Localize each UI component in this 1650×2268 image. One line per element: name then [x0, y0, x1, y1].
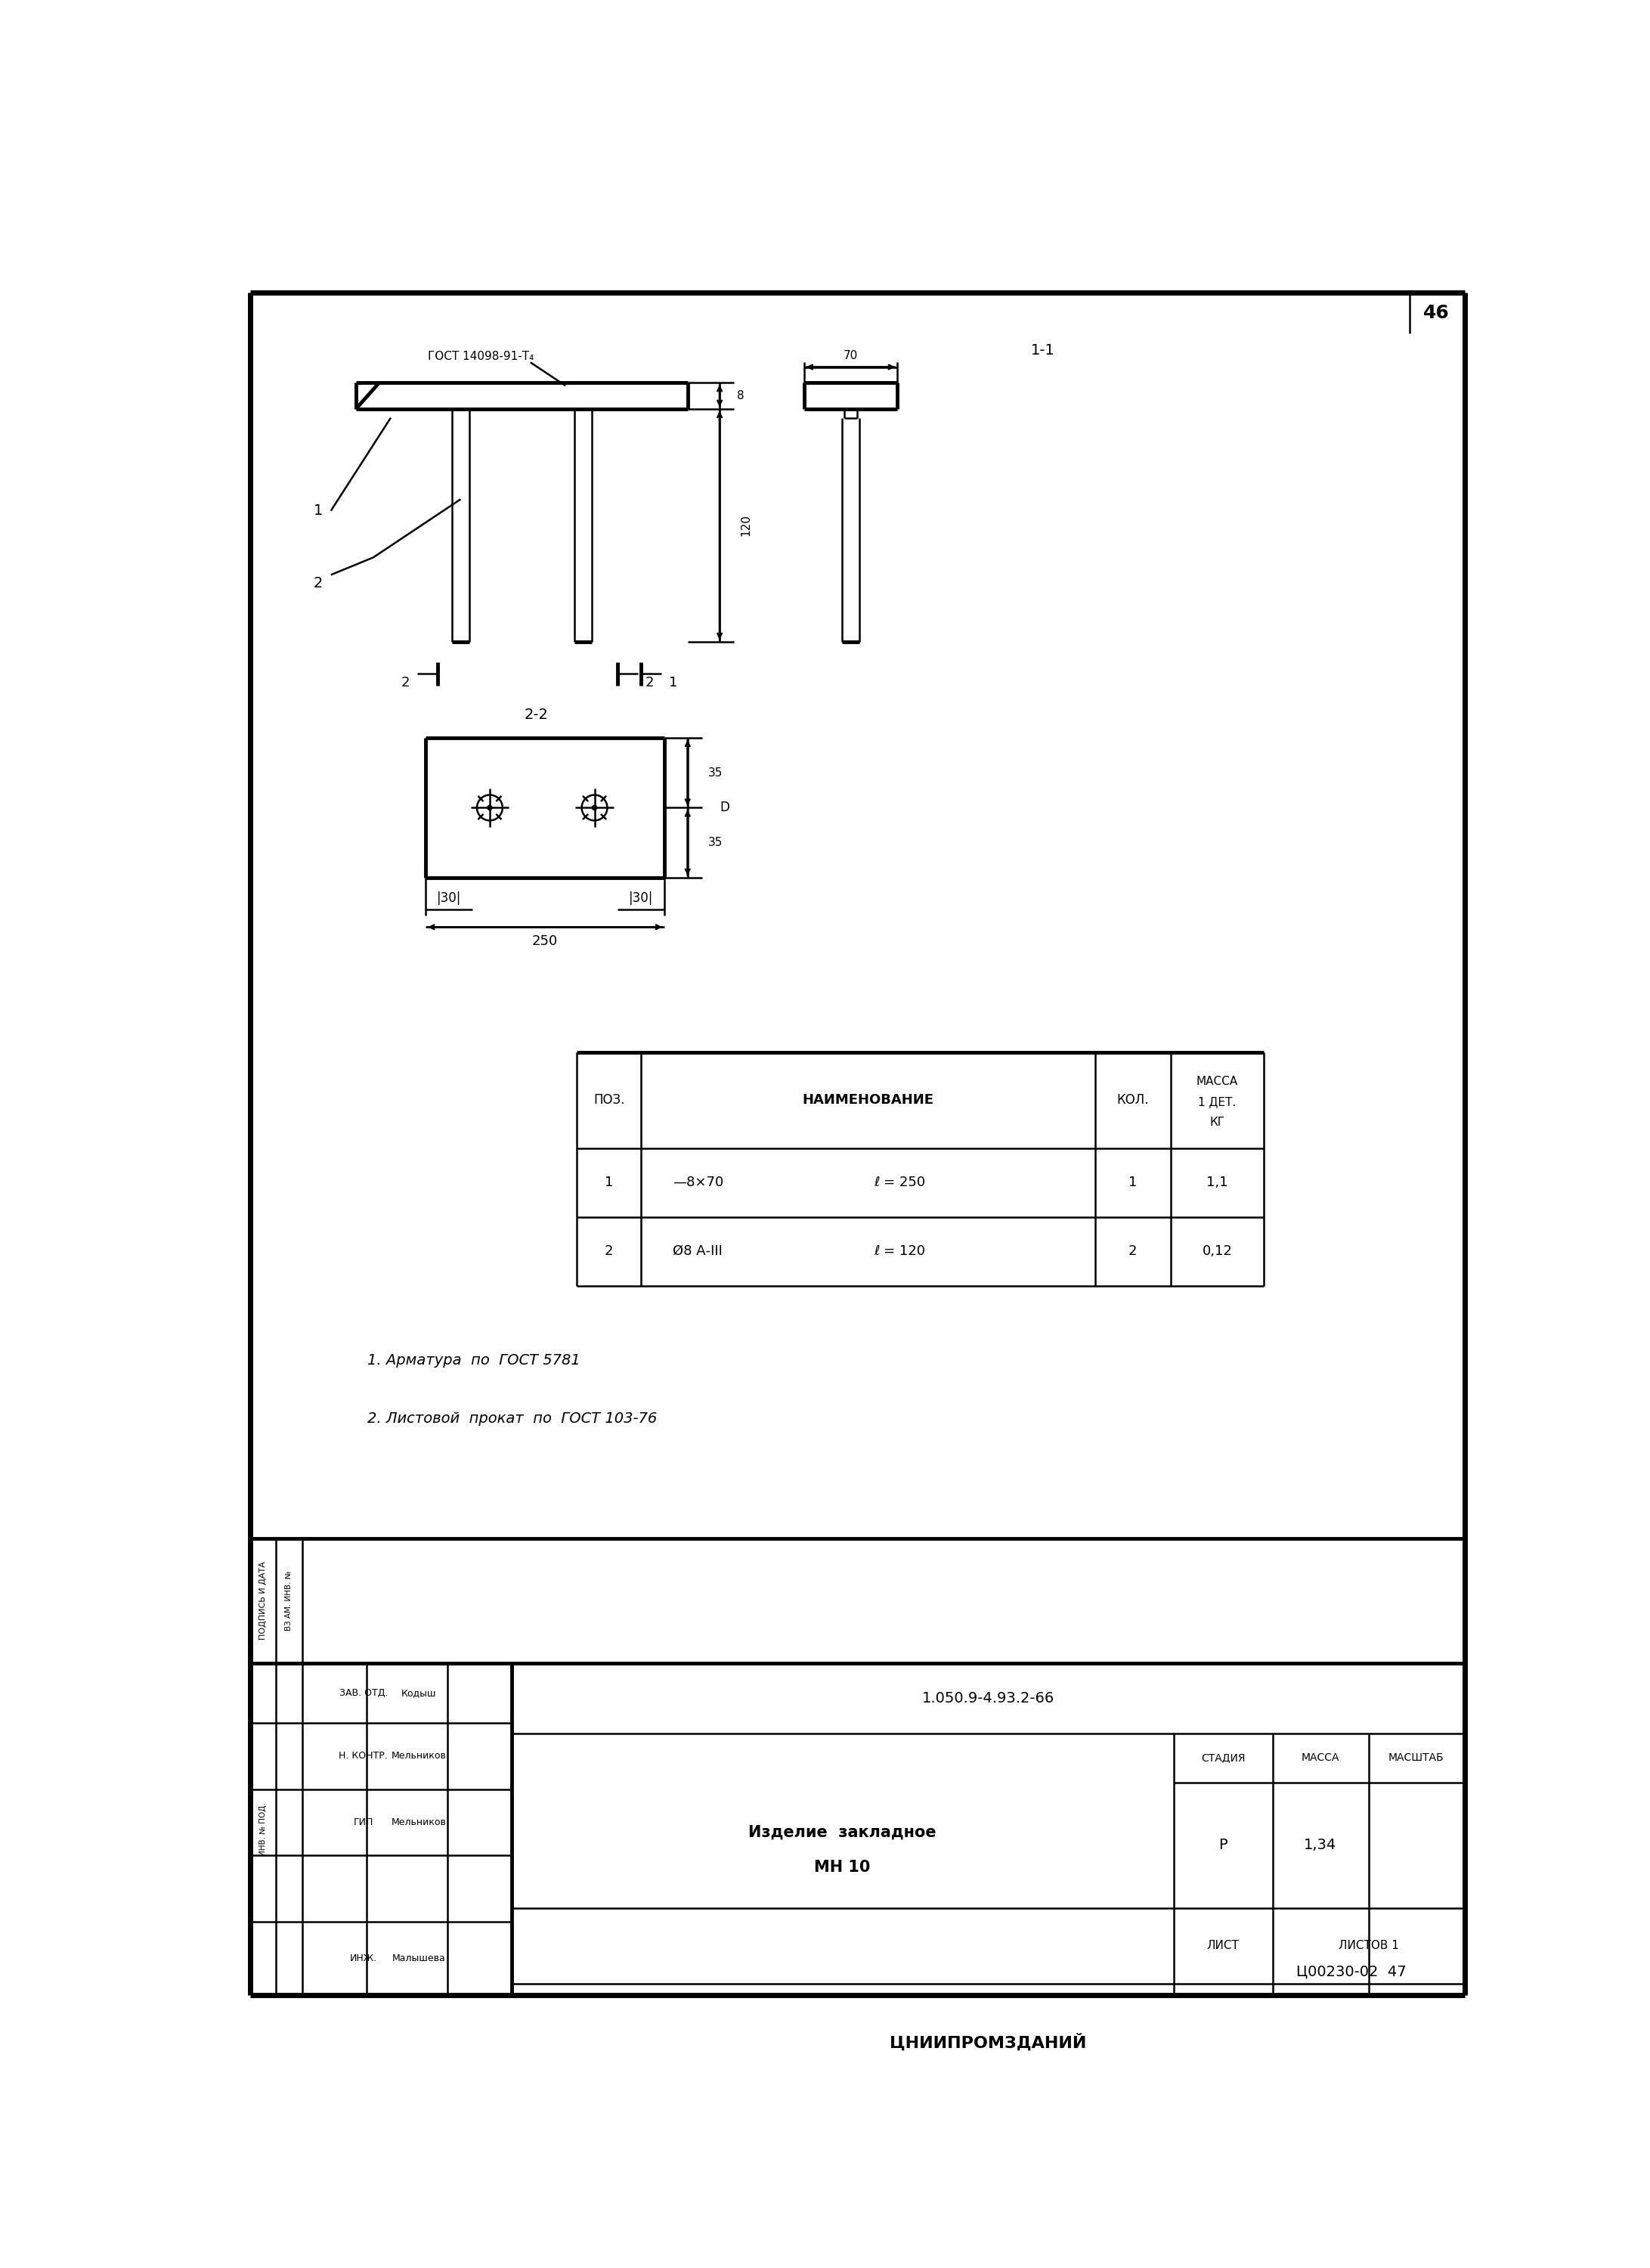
- Text: Изделие  закладное: Изделие закладное: [749, 1826, 937, 1839]
- Text: ЦНИИПРОМЗДАНИЙ: ЦНИИПРОМЗДАНИЙ: [889, 2032, 1086, 2050]
- Text: 2. Листовой  прокат  по  ГОСТ 103-76: 2. Листовой прокат по ГОСТ 103-76: [368, 1411, 657, 1427]
- Text: СТАДИЯ: СТАДИЯ: [1201, 1753, 1246, 1762]
- Text: 1.050.9-4.93.2-66: 1.050.9-4.93.2-66: [922, 1692, 1054, 1706]
- Text: 1-1: 1-1: [1031, 342, 1054, 358]
- Text: МАСШТАБ: МАСШТАБ: [1388, 1753, 1444, 1762]
- Text: Ц00230-02  47: Ц00230-02 47: [1297, 1964, 1406, 1980]
- Text: ℓ = 250: ℓ = 250: [874, 1175, 926, 1188]
- Text: ВЗ АМ. ИНВ. №: ВЗ АМ. ИНВ. №: [285, 1569, 292, 1631]
- Text: ЗАВ. ОТД.: ЗАВ. ОТД.: [338, 1687, 388, 1699]
- Text: Н. КОНТР.: Н. КОНТР.: [338, 1751, 388, 1760]
- Circle shape: [487, 805, 492, 810]
- Text: 250: 250: [531, 934, 558, 948]
- Text: ПОЗ.: ПОЗ.: [594, 1093, 625, 1107]
- Text: 0,12: 0,12: [1203, 1245, 1233, 1259]
- Text: 46: 46: [1424, 304, 1450, 322]
- Text: 8: 8: [738, 390, 744, 401]
- Text: 120: 120: [739, 515, 751, 535]
- Text: КОЛ.: КОЛ.: [1117, 1093, 1148, 1107]
- Text: 2: 2: [314, 576, 323, 590]
- Text: ГИП: ГИП: [353, 1817, 373, 1828]
- Text: ЛИСТ: ЛИСТ: [1206, 1939, 1239, 1950]
- Text: 1 ДЕТ.: 1 ДЕТ.: [1198, 1095, 1236, 1107]
- Circle shape: [592, 805, 597, 810]
- Text: 1: 1: [1129, 1175, 1137, 1188]
- Text: 2: 2: [1129, 1245, 1137, 1259]
- Text: ℓ = 120: ℓ = 120: [874, 1245, 926, 1259]
- Text: 70: 70: [843, 349, 858, 361]
- Text: ИНВ. № ПОД.: ИНВ. № ПОД.: [259, 1803, 267, 1855]
- Text: МН 10: МН 10: [815, 1860, 871, 1876]
- Text: НАИМЕНОВАНИЕ: НАИМЕНОВАНИЕ: [802, 1093, 934, 1107]
- Text: 2: 2: [604, 1245, 614, 1259]
- Text: 2: 2: [645, 676, 653, 689]
- Text: 2-2: 2-2: [525, 708, 548, 721]
- Text: Кодыш: Кодыш: [401, 1687, 436, 1699]
- Text: 1,1: 1,1: [1206, 1175, 1228, 1188]
- Text: 35: 35: [708, 837, 723, 848]
- Text: 1,34: 1,34: [1304, 1837, 1337, 1853]
- Text: 1: 1: [314, 503, 323, 517]
- Text: 1: 1: [606, 1175, 614, 1188]
- Text: 1. Арматура  по  ГОСТ 5781: 1. Арматура по ГОСТ 5781: [368, 1354, 581, 1368]
- Text: КГ: КГ: [1209, 1116, 1224, 1127]
- Text: —8×70: —8×70: [673, 1175, 724, 1188]
- Text: 2: 2: [401, 676, 409, 689]
- Text: |30|: |30|: [437, 891, 462, 905]
- Text: МАССА: МАССА: [1196, 1075, 1238, 1086]
- Text: D: D: [719, 801, 729, 814]
- Text: ЛИСТОВ 1: ЛИСТОВ 1: [1338, 1939, 1399, 1950]
- Text: Ø8 А-III: Ø8 А-III: [673, 1245, 723, 1259]
- Text: Мельников: Мельников: [391, 1817, 446, 1828]
- Text: Малышева: Малышева: [393, 1953, 446, 1964]
- Text: ИНЖ.: ИНЖ.: [350, 1953, 378, 1964]
- Text: ГОСТ 14098-91-Т₄: ГОСТ 14098-91-Т₄: [427, 352, 535, 363]
- Text: МАССА: МАССА: [1302, 1753, 1340, 1762]
- Text: Мельников: Мельников: [391, 1751, 446, 1760]
- Text: 35: 35: [708, 767, 723, 778]
- Text: ПОДПИСЬ И ДАТА: ПОДПИСЬ И ДАТА: [259, 1560, 267, 1640]
- Text: |30|: |30|: [629, 891, 653, 905]
- Text: Р: Р: [1219, 1837, 1228, 1853]
- Text: 1: 1: [668, 676, 678, 689]
